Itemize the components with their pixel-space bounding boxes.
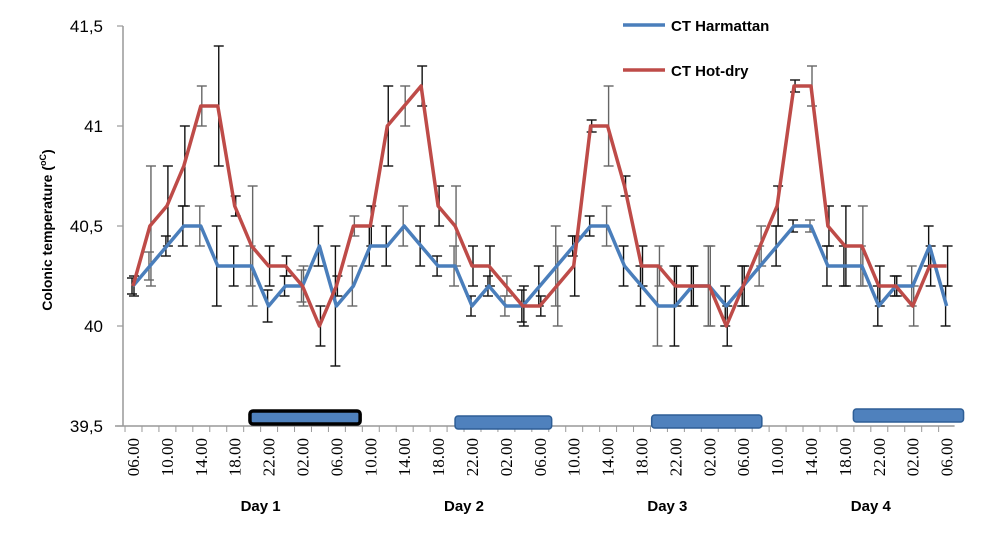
- day-label: Day 4: [851, 498, 892, 515]
- x-tick-label: 22.00: [870, 438, 889, 476]
- x-tick-label: 06.00: [531, 438, 550, 476]
- y-tick-label: 39,5: [70, 417, 103, 436]
- error-bars: [127, 45, 953, 367]
- x-tick-label: 10.00: [158, 438, 177, 476]
- night-bars: [248, 408, 965, 430]
- night-period-bar: [650, 414, 763, 429]
- x-tick-label: 18.00: [429, 438, 448, 476]
- x-tick-label: 02.00: [497, 438, 516, 476]
- night-period-bar: [852, 408, 965, 423]
- x-tick-label: 22.00: [260, 438, 279, 476]
- day-labels: Day 1 Day 2 Day 3 Day 4: [241, 498, 892, 515]
- x-tick-label: 06.00: [938, 438, 957, 476]
- x-tick-label: 02.00: [904, 438, 923, 476]
- legend-label-harmattan: CT Harmattan: [671, 18, 769, 35]
- night-period-bar: [248, 409, 362, 426]
- x-tick-label: 10.00: [361, 438, 380, 476]
- legend: CT Harmattan CT Hot-dry: [623, 18, 769, 80]
- y-tick-label: 40: [84, 317, 103, 336]
- x-tick-label: 18.00: [836, 438, 855, 476]
- x-tick-label: 14.00: [192, 438, 211, 476]
- y-tick-label: 41: [84, 117, 103, 136]
- y-axis-title: Colonic temperature (oC): [38, 149, 55, 310]
- x-tick-label: 10.00: [565, 438, 584, 476]
- x-tick-label: 06.00: [327, 438, 346, 476]
- x-tick-label: 14.00: [395, 438, 414, 476]
- x-axis: 06.00 10.00 14.00 18.00 22.00 02.00 06.00 10.00…: [115, 425, 957, 476]
- day-label: Day 2: [444, 498, 484, 515]
- x-tick-label: 18.00: [226, 438, 245, 476]
- x-tick-label: 02.00: [700, 438, 719, 476]
- x-tick-label: 10.00: [768, 438, 787, 476]
- x-tick-label: 06.00: [124, 438, 143, 476]
- x-tick-label: 14.00: [599, 438, 618, 476]
- x-tick-label: 22.00: [463, 438, 482, 476]
- legend-label-hot-dry: CT Hot-dry: [671, 63, 749, 80]
- series-line-hot-dry: [131, 84, 947, 328]
- y-tick-label: 40,5: [70, 217, 103, 236]
- x-tick-label: 22.00: [666, 438, 685, 476]
- night-period-bar: [454, 415, 553, 430]
- series-lines: [131, 84, 949, 328]
- day-label: Day 1: [241, 498, 281, 515]
- y-tick-label: 41,5: [70, 17, 103, 36]
- x-tick-label: 02.00: [294, 438, 313, 476]
- day-label: Day 3: [647, 498, 687, 515]
- y-axis: 39,5 40 40,5 41 41,5: [70, 17, 124, 436]
- x-tick-label: 06.00: [734, 438, 753, 476]
- x-tick-label: 18.00: [633, 438, 652, 476]
- x-tick-label: 14.00: [802, 438, 821, 476]
